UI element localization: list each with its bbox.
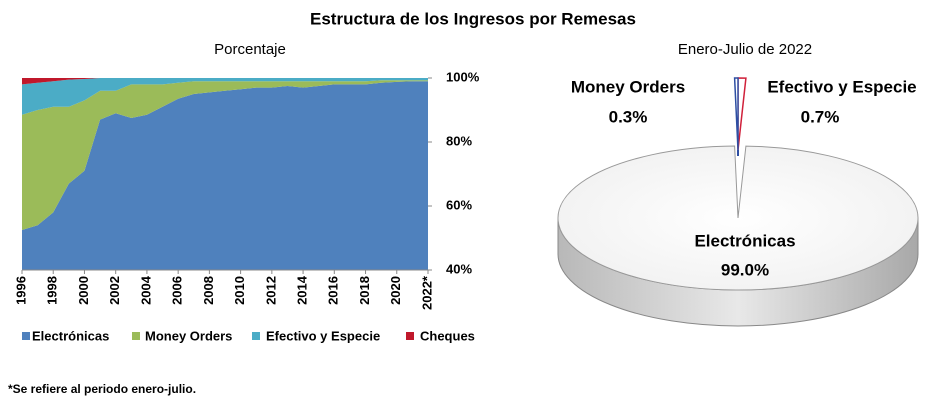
x-tick-label: 2010 [232, 276, 247, 305]
legend-label: Cheques [420, 328, 475, 343]
chart-title: Porcentaje [214, 41, 286, 58]
legend-label: Efectivo y Especie [266, 328, 380, 343]
x-tick-label: 2016 [326, 276, 341, 305]
legend-swatch [132, 332, 140, 340]
x-tick-label: 2004 [138, 275, 153, 305]
pie-slice [557, 145, 919, 291]
y-tick-label: 80% [446, 133, 472, 148]
x-tick-label: 2022* [419, 275, 434, 310]
pie-chart: Money Orders 0.3% Efectivo y Especie 0.7% El… [557, 77, 919, 327]
legend-swatch [406, 332, 414, 340]
x-tick-label: 2006 [170, 276, 185, 305]
x-tick-label: 2002 [107, 276, 122, 305]
pie-value-label: 99.0% [721, 260, 769, 279]
pie-slice [733, 77, 739, 151]
chart-title: Enero-Julio de 2022 [678, 41, 812, 58]
x-tick-label: 2020 [388, 276, 403, 305]
y-tick-label: 60% [446, 197, 472, 212]
plot-area [22, 78, 428, 270]
legend-label: Money Orders [145, 328, 232, 343]
area [22, 78, 428, 115]
pie-label: Efectivo y Especie [767, 77, 916, 96]
x-tick-label: 2000 [76, 276, 91, 305]
y-tick-label: 40% [446, 261, 472, 276]
legend-label: Electrónicas [32, 328, 109, 343]
pie-label: Electrónicas [694, 231, 795, 250]
area-chart: Electrónicas Money Orders Efectivo y Espec… [13, 69, 479, 343]
pie-label: Money Orders [571, 77, 685, 96]
legend-swatch [22, 332, 30, 340]
x-tick-label: 2018 [357, 276, 372, 305]
pie-slice [737, 77, 747, 151]
area [22, 81, 428, 270]
y-tick-label: 100% [446, 69, 480, 84]
pie-value-label: 0.3% [609, 107, 648, 126]
x-tick-label: 1996 [13, 276, 28, 305]
footnote: *Se refiere al periodo enero-julio. [8, 382, 196, 396]
x-tick-label: 1998 [45, 276, 60, 305]
main-title: Estructura de los Ingresos por Remesas [310, 9, 636, 28]
x-tick-label: 2008 [201, 276, 216, 305]
pie-value-label: 0.7% [801, 107, 840, 126]
x-tick-label: 2012 [263, 276, 278, 305]
x-tick-label: 2014 [295, 275, 310, 305]
legend-swatch [252, 332, 260, 340]
area [22, 78, 428, 85]
